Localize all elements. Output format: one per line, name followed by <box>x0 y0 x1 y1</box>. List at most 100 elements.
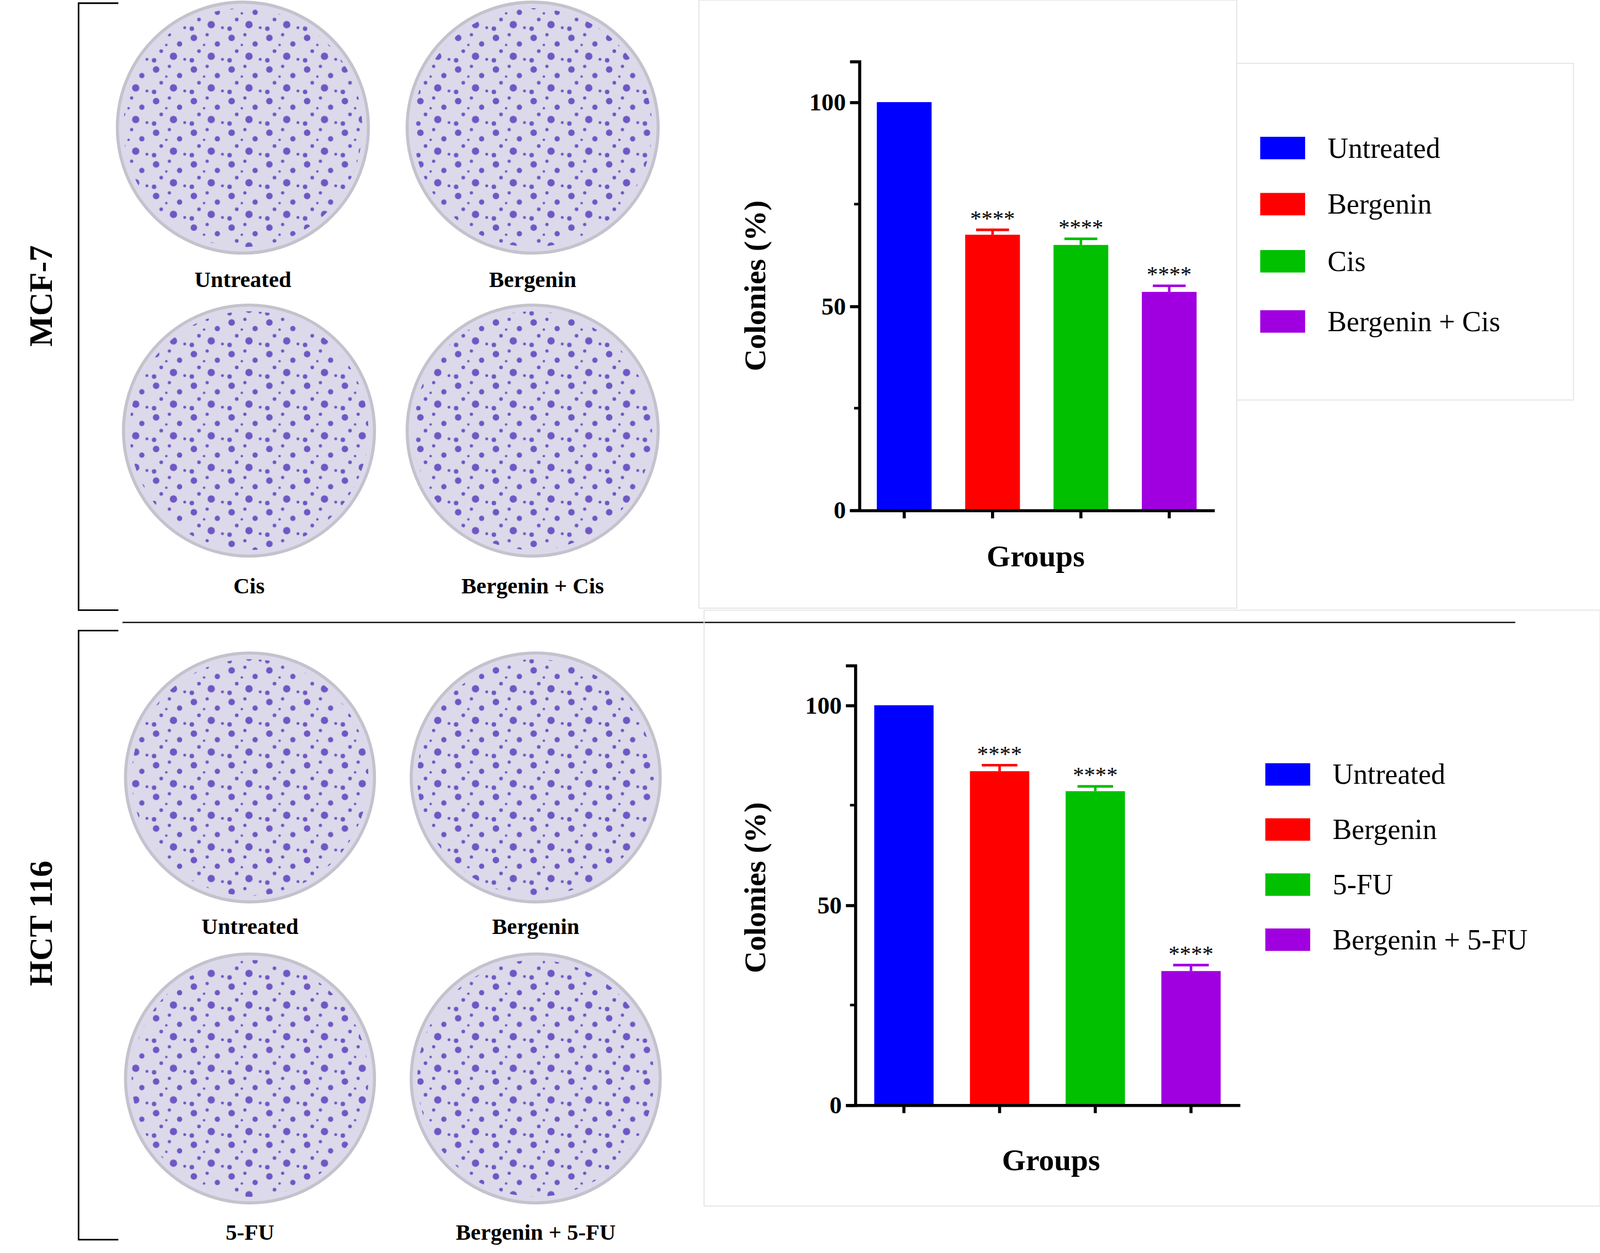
figure: MCF-7 Untreated Bergenin Cis Bergenin + Cis *… <box>0 0 1600 1253</box>
plot-area <box>873 705 1221 1106</box>
legend-label: Cis <box>1327 245 1366 278</box>
bar <box>873 705 934 1106</box>
panel-frame <box>703 610 1600 1206</box>
plate-colonies <box>131 960 369 1197</box>
bar <box>1065 791 1125 1105</box>
plate <box>125 954 375 1204</box>
plate-colonies <box>129 311 369 550</box>
x-tick <box>903 1105 905 1114</box>
legend-swatch <box>1260 193 1306 216</box>
plate-dish <box>125 653 375 903</box>
y-tick-label: 50 <box>817 891 842 920</box>
panel: MCF-7 Untreated Bergenin Cis Bergenin + Cis *… <box>22 0 1574 611</box>
plate-colonies <box>417 960 655 1197</box>
legend-label: Untreated <box>1332 758 1446 791</box>
significance-label: **** <box>1072 762 1118 788</box>
error-bar <box>1064 239 1098 246</box>
plate-colonies <box>417 659 655 897</box>
plate-label: 5-FU <box>225 1220 275 1245</box>
plate-colonies <box>123 8 363 247</box>
legend-label: Bergenin + 5-FU <box>1332 924 1528 956</box>
legend: UntreatedBergeninCisBergenin + Cis <box>1260 132 1501 338</box>
x-tick <box>999 1105 1001 1114</box>
bar <box>1141 292 1197 511</box>
y-tick-mark <box>845 904 856 908</box>
plate-label: Untreated <box>201 914 299 940</box>
plate-label: Bergenin + 5-FU <box>455 1220 616 1245</box>
x-tick <box>903 510 905 519</box>
plate-label: Bergenin + Cis <box>461 573 605 599</box>
legend-label: Bergenin <box>1327 188 1433 220</box>
legend-label: Bergenin + Cis <box>1327 305 1501 338</box>
cell-line-label: MCF-7 <box>22 245 60 347</box>
x-axis-title: Groups <box>1002 1143 1101 1178</box>
x-tick-mark <box>1093 1105 1098 1114</box>
x-axis <box>855 1105 1241 1114</box>
y-axis-line <box>845 665 856 1106</box>
y-tick-mark <box>850 305 860 309</box>
y-tick: 100 <box>804 691 856 720</box>
plate <box>406 305 659 557</box>
y-tick-mark <box>850 509 860 513</box>
plate-label: Bergenin <box>491 914 580 940</box>
x-axis-title: Groups <box>986 539 1085 574</box>
panel-frame <box>698 0 1237 609</box>
plate <box>411 954 661 1204</box>
plate-dish <box>406 2 659 254</box>
bracket <box>78 3 119 611</box>
significance-label: **** <box>970 205 1015 231</box>
legend-label: Bergenin <box>1332 813 1438 846</box>
y-tick: 50 <box>817 891 855 920</box>
bar <box>1161 971 1221 1106</box>
x-tick <box>1190 1105 1192 1114</box>
legend-frame <box>1236 63 1574 401</box>
y-tick-mark <box>845 704 856 708</box>
x-axis-line <box>859 509 1215 513</box>
x-tick <box>1080 510 1082 519</box>
plate-dish <box>406 305 659 557</box>
y-axis-title: Colonies (%) <box>738 802 772 974</box>
bar <box>970 771 1030 1106</box>
x-tick-mark <box>1079 510 1083 519</box>
y-tick-mark <box>845 1104 856 1108</box>
plate-label: Untreated <box>194 267 292 293</box>
y-axis: 0 50 100 <box>804 665 856 1120</box>
y-minor-tick <box>854 406 860 410</box>
legend-swatch <box>1265 873 1311 897</box>
plate <box>411 653 661 903</box>
y-minor-tick <box>850 803 856 807</box>
plate-dish <box>123 305 375 557</box>
x-tick <box>1168 510 1170 519</box>
plate-dish <box>411 954 661 1204</box>
y-tick-label: 0 <box>833 496 846 524</box>
x-tick <box>1094 1105 1096 1114</box>
error-bar <box>1152 285 1186 293</box>
legend-swatch <box>1260 136 1306 160</box>
x-tick-mark <box>991 510 995 519</box>
plate-dish <box>411 653 661 903</box>
y-tick-label: 0 <box>829 1091 842 1120</box>
y-tick-label: 100 <box>809 88 847 116</box>
legend-swatch <box>1265 763 1311 787</box>
plate-colonies <box>413 311 653 550</box>
x-tick-mark <box>1189 1105 1193 1114</box>
plate <box>123 305 375 557</box>
legend-swatch <box>1265 928 1311 952</box>
plate <box>125 653 375 903</box>
significance-label: **** <box>977 741 1022 767</box>
bar <box>965 234 1020 511</box>
plate-label: Bergenin <box>489 267 577 293</box>
plate-dish <box>125 954 375 1204</box>
plate-dish <box>117 2 369 254</box>
plate-colonies <box>413 8 653 247</box>
y-tick-mark <box>850 101 860 105</box>
bracket <box>78 630 119 1240</box>
y-tick-label: 50 <box>821 292 846 321</box>
panel: HCT 116UntreatedBergenin5-FUBergenin + 5… <box>22 610 1600 1245</box>
x-tick <box>992 510 994 519</box>
significance-label: **** <box>1146 261 1192 287</box>
y-axis-line <box>850 61 861 511</box>
plate-label: Cis <box>233 573 265 599</box>
x-axis-line <box>855 1104 1241 1108</box>
plate <box>117 2 369 254</box>
